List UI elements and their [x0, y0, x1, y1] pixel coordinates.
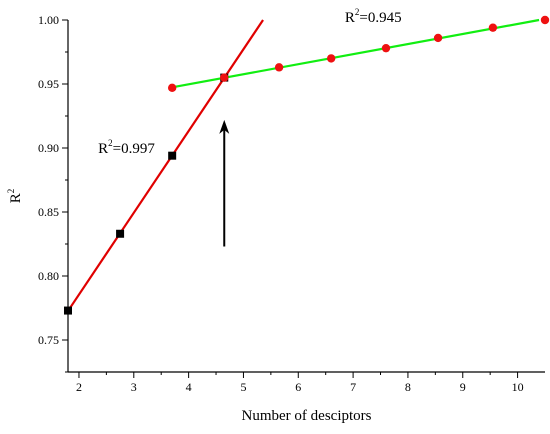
arrow-layer — [219, 119, 230, 247]
y-axis-title: R2 — [6, 189, 24, 204]
data-point-series-2 — [220, 73, 229, 82]
x-tick-label: 4 — [186, 380, 192, 394]
fit-lines — [67, 18, 540, 312]
x-axis-title: Number of desciptors — [242, 408, 372, 424]
data-point-series-1 — [64, 306, 72, 315]
x-tick-label: 9 — [460, 380, 466, 394]
data-point-series-1 — [116, 229, 125, 238]
y-axis-title-sup: 2 — [6, 189, 16, 194]
data-point-series-1 — [168, 151, 177, 160]
markers — [64, 15, 550, 315]
x-tick-label: 2 — [76, 380, 82, 394]
annotation-green-value: =0.945 — [359, 10, 401, 26]
arrow-head — [219, 119, 230, 134]
y-tick-label: 0.85 — [38, 205, 59, 219]
y-tick-label: 0.75 — [38, 333, 59, 347]
y-tick-label: 1.00 — [38, 13, 59, 27]
annotation-red-fit: R2=0.997 — [98, 138, 155, 157]
data-point-series-2 — [274, 63, 284, 72]
annotation-green-fit: R2=0.945 — [345, 7, 402, 26]
annotation-red-sup: 2 — [108, 138, 113, 148]
annotation-red-value: =0.997 — [113, 141, 156, 157]
data-point-series-2 — [540, 15, 550, 25]
x-tick-label: 3 — [131, 380, 137, 394]
y-tick-label: 0.80 — [38, 269, 59, 283]
data-point-series-2 — [488, 23, 498, 32]
fit-line-series-1 — [67, 19, 264, 312]
data-point-series-2 — [167, 83, 177, 93]
data-point-series-2 — [433, 33, 443, 43]
data-point-series-2 — [381, 43, 391, 53]
axes — [67, 20, 545, 373]
annotation-green-base: R — [345, 10, 355, 26]
annotation-red-base: R — [98, 141, 108, 157]
x-tick-label: 5 — [240, 380, 246, 394]
x-tick-label: 7 — [350, 380, 356, 394]
fit-line-series-2 — [171, 18, 540, 89]
y-axis-title-base: R — [8, 193, 24, 203]
data-point-series-2 — [326, 54, 336, 63]
y-tick-label: 0.90 — [38, 141, 59, 155]
annotation-green-sup: 2 — [355, 7, 360, 17]
ticks: 2 3 4 5 6 7 8 9 10 0.75 0.80 0.85 0.90 0.95 1.00 — [38, 13, 524, 394]
y-tick-label: 0.95 — [38, 77, 59, 91]
x-tick-label: 6 — [295, 380, 301, 394]
x-tick-label: 10 — [512, 380, 524, 394]
x-tick-label: 8 — [405, 380, 411, 394]
